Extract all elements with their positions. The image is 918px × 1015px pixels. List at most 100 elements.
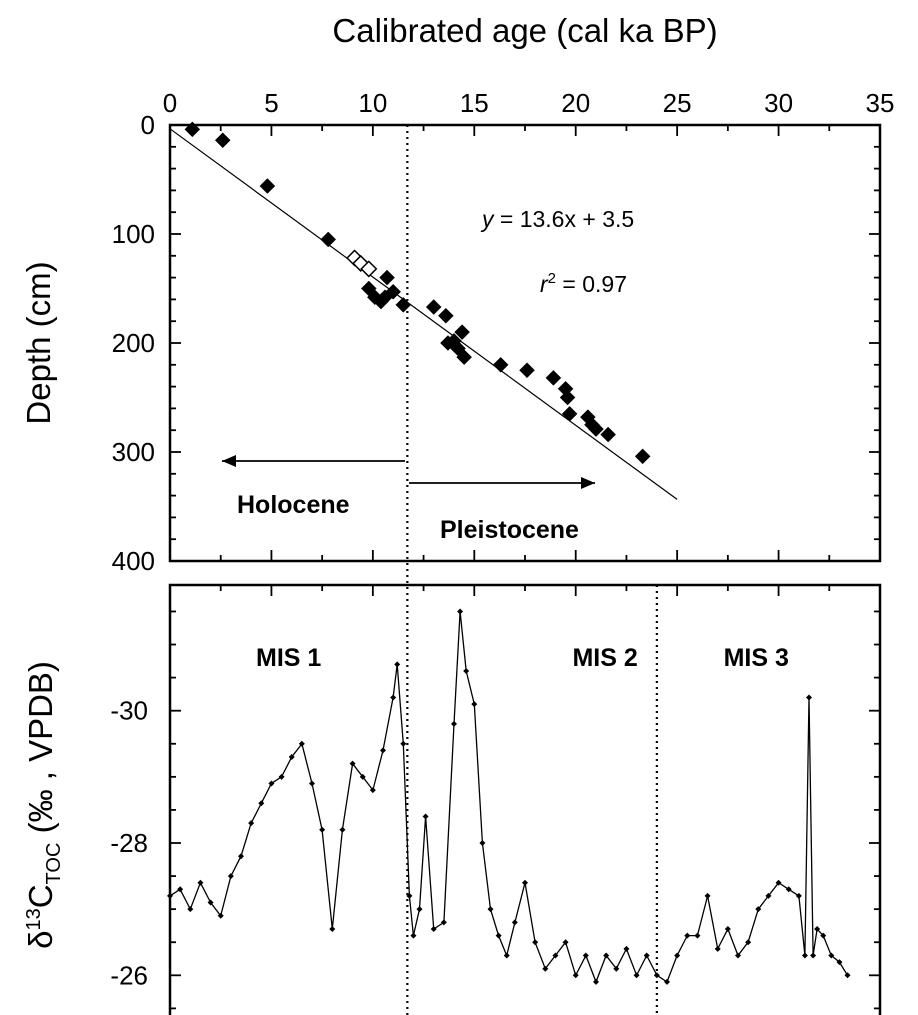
d13c-point — [471, 701, 478, 708]
age-point — [454, 324, 470, 340]
mis-labels: MIS 1 MIS 2 MIS 3 — [256, 644, 789, 672]
age-point — [259, 178, 276, 194]
depth-tick-label: 300 — [112, 437, 155, 467]
d13c-point — [187, 906, 194, 913]
d13c-point — [495, 932, 502, 939]
age-depth-ticks — [169, 124, 881, 562]
d13c-point — [248, 820, 255, 827]
age-point — [634, 448, 651, 465]
d13c-point — [623, 945, 630, 952]
d13c-point — [562, 939, 569, 946]
d13c-point — [298, 740, 305, 747]
age-point — [561, 405, 578, 422]
d13c-point — [369, 787, 376, 794]
d13c-point — [806, 694, 812, 701]
d13c-point — [775, 879, 782, 886]
units-text: (‰ , VPDB) — [22, 661, 59, 843]
pleistocene-arrow-head — [581, 477, 595, 489]
depth-tick-label: 200 — [112, 328, 155, 358]
regression-line — [169, 128, 678, 500]
regression-line-path — [169, 128, 678, 500]
d13c-point — [582, 952, 589, 959]
d13c-point — [177, 886, 184, 893]
x-tick-label: 35 — [866, 88, 895, 118]
d13c-point — [643, 952, 650, 959]
age-point — [395, 296, 412, 313]
age-point — [377, 289, 393, 306]
x-tick-label: 25 — [663, 88, 692, 118]
d13c-point — [227, 873, 234, 880]
d13c-point — [238, 853, 244, 860]
d13c-point — [217, 912, 224, 919]
age-point — [379, 269, 395, 286]
x-tick-label: 10 — [358, 88, 387, 118]
d13c-point — [735, 952, 741, 959]
d13c-point — [724, 926, 731, 932]
d13c-point — [430, 926, 437, 932]
d13c-point — [694, 932, 701, 939]
d13c-point — [755, 906, 762, 913]
d13c-point — [487, 906, 494, 913]
age-point — [425, 299, 442, 315]
d13c-point — [795, 892, 802, 899]
d13c-point — [422, 813, 429, 820]
d13c-point — [416, 906, 423, 913]
d13c-point — [633, 972, 640, 979]
d13c-series-line — [169, 611, 849, 984]
d13c-point — [511, 919, 518, 926]
depth-tick-label: 100 — [112, 219, 155, 249]
mis-label: MIS 2 — [572, 644, 637, 672]
mis-label: MIS 3 — [724, 644, 789, 672]
d13c-point — [457, 608, 464, 615]
d13c-point — [814, 926, 821, 932]
d13c-point — [820, 932, 827, 939]
d13c-point — [810, 952, 817, 959]
x-tick-label: 0 — [163, 88, 177, 118]
x-tick-label: 30 — [764, 88, 793, 118]
age-depth-tick-labels: 0 5 10 15 20 25 30 35 0 100 200 300 400 — [112, 88, 895, 576]
d13c-point — [603, 952, 610, 959]
d13c-point — [552, 952, 559, 959]
d13c-point — [463, 668, 470, 674]
age-point — [519, 362, 535, 379]
r-squared-value: = 0.97 — [556, 271, 627, 297]
d13c-point — [522, 879, 528, 886]
d13c-point — [278, 773, 285, 780]
d13c-point — [410, 932, 417, 939]
toc-subscript: TOC — [43, 843, 65, 885]
d13c-point — [836, 959, 843, 966]
holocene-label: Holocene — [237, 491, 350, 519]
d13c-point — [380, 747, 386, 754]
boundary-lines — [406, 125, 658, 1015]
depth-axis-title: Depth (cm) — [20, 261, 57, 424]
age-point — [545, 370, 562, 386]
d13c-point — [197, 879, 204, 886]
x-tick-label: 15 — [460, 88, 489, 118]
r-symbol: r — [540, 271, 549, 297]
age-point — [214, 132, 231, 149]
d13c-point — [390, 694, 397, 701]
d13c-panel: -26 -28 -30 MIS 1 MIS 2 MIS 3 δ13CTOC (‰ , V… — [22, 583, 882, 1015]
d13c-point — [451, 720, 457, 727]
r-squared-exponent: 2 — [548, 270, 556, 287]
age-point — [600, 426, 617, 443]
d13c-tick-label: -30 — [110, 696, 148, 726]
d13c-point — [268, 780, 275, 787]
equation-y-symbol: y — [480, 206, 495, 232]
d13c-line — [169, 611, 849, 984]
d13c-point — [593, 978, 599, 985]
d13c-ticks — [169, 585, 881, 1010]
d13c-tick-label: -28 — [110, 828, 148, 858]
depth-tick-label: 0 — [141, 110, 155, 140]
d13c-point — [844, 972, 851, 979]
r-squared: r2 = 0.97 — [540, 270, 627, 297]
d13c-point — [714, 945, 721, 952]
age-point — [320, 231, 337, 248]
d13c-point — [542, 965, 549, 972]
d13c-tick-label: -26 — [110, 960, 148, 990]
d13c-point — [319, 826, 326, 833]
d13c-point — [394, 661, 401, 668]
d13c-point — [765, 892, 772, 899]
x-tick-label: 5 — [264, 88, 278, 118]
